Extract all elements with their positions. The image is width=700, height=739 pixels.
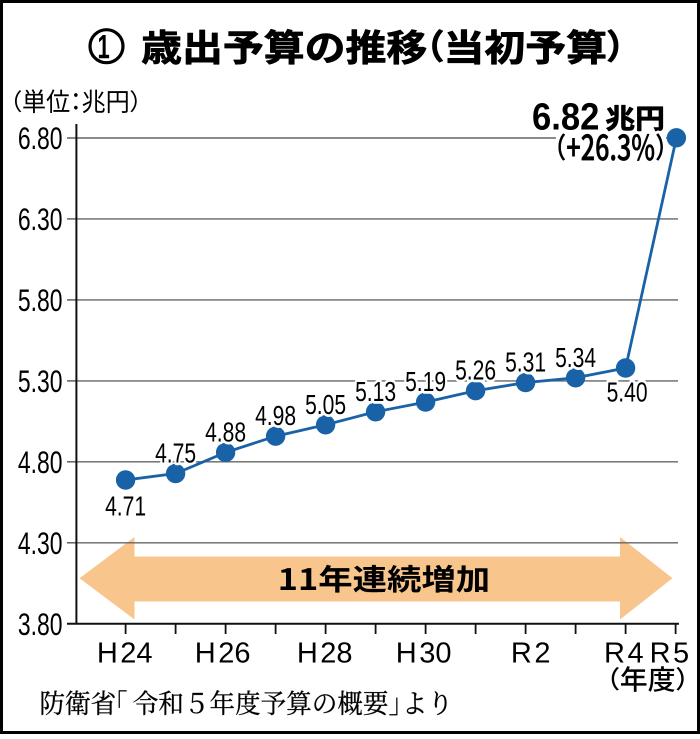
svg-text:5.13: 5.13 [355,376,396,407]
svg-text:4.80: 4.80 [18,444,63,480]
svg-text:H26: H26 [195,638,251,670]
svg-text:5.19: 5.19 [405,366,446,397]
svg-text:4.71: 4.71 [105,490,146,521]
svg-text:6.30: 6.30 [18,201,63,237]
svg-text:5.05: 5.05 [305,389,346,420]
svg-text:6.80: 6.80 [18,120,63,156]
svg-text:5.34: 5.34 [555,342,596,373]
svg-text:R5: R5 [650,638,690,670]
svg-text:4.98: 4.98 [255,400,296,431]
svg-text:4.88: 4.88 [205,416,246,447]
svg-text:R4: R4 [604,638,644,670]
svg-text:H24: H24 [97,638,153,670]
svg-text:5.40: 5.40 [607,377,648,408]
svg-text:R2: R2 [511,638,551,670]
svg-text:H30: H30 [396,638,452,670]
svg-text:5.31: 5.31 [505,347,546,378]
svg-text:5.30: 5.30 [18,363,63,399]
svg-text:5.80: 5.80 [18,282,63,318]
svg-text:3.80: 3.80 [18,606,63,642]
svg-text:H28: H28 [297,638,353,670]
svg-text:4.75: 4.75 [155,438,196,469]
svg-text:5.26: 5.26 [455,355,496,386]
svg-text:4.30: 4.30 [18,525,63,561]
